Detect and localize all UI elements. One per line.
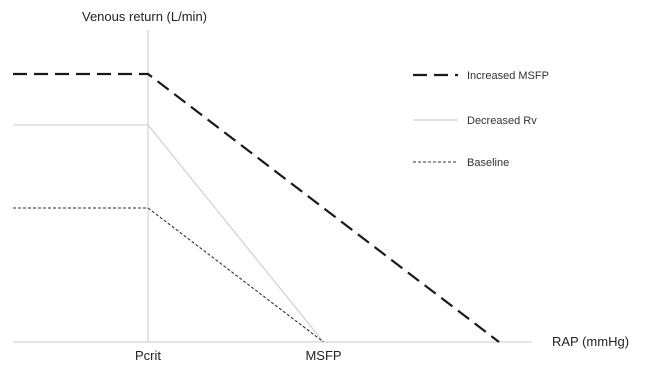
legend: Increased MSFP Decreased Rv Baseline xyxy=(413,70,549,169)
legend-label-increased-msfp: Increased MSFP xyxy=(467,70,549,82)
series-line-baseline xyxy=(13,207,324,343)
y-axis-label: Venous return (L/min) xyxy=(82,9,207,24)
x-tick-label-pcrit: Pcrit xyxy=(135,348,161,363)
legend-label-baseline: Baseline xyxy=(467,157,509,169)
x-axis-label: RAP (mmHg) xyxy=(552,334,629,349)
x-tick-label-msfp: MSFP xyxy=(305,348,341,363)
series-line-increased-msfp xyxy=(13,72,500,343)
series-line-decreased-rv xyxy=(13,124,324,343)
series-layer xyxy=(13,72,500,343)
legend-label-decreased-rv: Decreased Rv xyxy=(467,115,537,127)
